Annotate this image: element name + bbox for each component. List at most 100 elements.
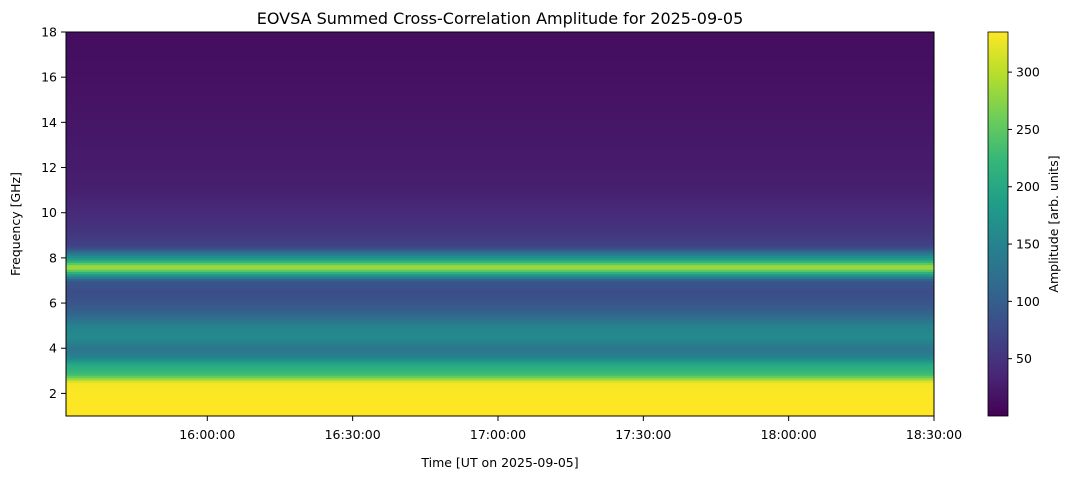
heatmap-band [66, 192, 934, 196]
y-axis: 2 4 6 8 10 12 14 16 18 [41, 25, 66, 401]
heatmap-band [66, 68, 934, 71]
heatmap-band [66, 343, 934, 347]
colorbar-tick-label: 50 [1016, 351, 1032, 366]
heatmap-band [66, 210, 934, 214]
heatmap-band [66, 169, 934, 173]
heatmap-band [66, 140, 934, 144]
heatmap-band [66, 117, 934, 121]
heatmap-band [66, 228, 934, 232]
heatmap-band [66, 151, 934, 155]
heatmap-band [66, 251, 934, 254]
heatmap-band [66, 368, 934, 372]
heatmap-band [66, 411, 934, 415]
heatmap-band [66, 373, 934, 376]
x-tick-label: 17:00:00 [470, 427, 526, 442]
heatmap-band [66, 120, 934, 123]
heatmap-layer [66, 32, 934, 416]
heatmap-band [66, 165, 934, 169]
heatmap-band [66, 149, 934, 153]
heatmap-band [66, 413, 934, 416]
heatmap-band [66, 74, 934, 78]
heatmap-band [66, 214, 934, 218]
y-tick-label: 10 [41, 205, 57, 220]
heatmap-band [66, 284, 934, 288]
x-tick-label: 17:30:00 [615, 427, 671, 442]
heatmap-band [66, 366, 934, 370]
heatmap-band [66, 129, 934, 132]
heatmap-band [66, 300, 934, 304]
heatmap-band [66, 275, 934, 279]
plot-frame [65, 31, 935, 417]
heatmap-band [66, 190, 934, 193]
heatmap-band [66, 327, 934, 331]
colorbar-tick-label: 300 [1016, 65, 1040, 80]
colorbar-ticks: 50 100 150 200 250 300 [1008, 65, 1040, 366]
heatmap-band [66, 257, 934, 261]
heatmap-band [66, 264, 934, 268]
heatmap-band [66, 194, 934, 198]
colorbar-label: Amplitude [arb. units] [1046, 155, 1061, 292]
heatmap-band [66, 131, 934, 135]
heatmap-band [66, 307, 934, 311]
heatmap-band [66, 330, 934, 334]
heatmap-band [66, 239, 934, 243]
heatmap-band [66, 63, 934, 67]
heatmap-band [66, 88, 934, 92]
heatmap-band [66, 79, 934, 83]
heatmap-band [66, 377, 934, 381]
heatmap-band [66, 90, 934, 94]
heatmap-band [66, 205, 934, 209]
heatmap-band [66, 244, 934, 248]
heatmap-band [66, 379, 934, 383]
heatmap-band [66, 230, 934, 234]
heatmap-band [66, 266, 934, 270]
heatmap-band [66, 334, 934, 338]
heatmap-band [66, 160, 934, 164]
heatmap-band [66, 147, 934, 151]
heatmap-band [66, 47, 934, 51]
heatmap-band [66, 282, 934, 286]
heatmap-band [66, 203, 934, 207]
heatmap-band [66, 316, 934, 320]
heatmap-band [66, 361, 934, 365]
heatmap-band [66, 352, 934, 356]
heatmap-band [66, 291, 934, 295]
heatmap-band [66, 219, 934, 223]
heatmap-band [66, 196, 934, 200]
heatmap-band [66, 303, 934, 306]
heatmap-band [66, 38, 934, 42]
heatmap-band [66, 45, 934, 49]
heatmap-band [66, 395, 934, 399]
heatmap-band [66, 341, 934, 345]
heatmap-band [66, 176, 934, 180]
heatmap-band [66, 99, 934, 103]
heatmap-band [66, 375, 934, 379]
heatmap-band [66, 224, 934, 227]
heatmap-band [66, 246, 934, 250]
heatmap-band [66, 406, 934, 410]
heatmap-band [66, 126, 934, 130]
heatmap-band [66, 41, 934, 44]
heatmap-band [66, 332, 934, 336]
heatmap-band [66, 115, 934, 119]
heatmap-band [66, 314, 934, 318]
heatmap-band [66, 50, 934, 53]
heatmap-band [66, 312, 934, 315]
heatmap-band [66, 382, 934, 385]
x-axis: 16:00:00 16:30:00 17:00:00 17:30:00 18:00:00… [179, 416, 962, 442]
heatmap-band [66, 237, 934, 241]
heatmap-band [66, 233, 934, 236]
heatmap-band [66, 111, 934, 114]
heatmap-band [66, 54, 934, 58]
heatmap-band [66, 305, 934, 309]
heatmap-band [66, 271, 934, 275]
heatmap-band [66, 102, 934, 105]
heatmap-band [66, 404, 934, 408]
heatmap-band [66, 181, 934, 184]
heatmap-band [66, 262, 934, 266]
y-tick-label: 18 [41, 25, 57, 40]
heatmap-band [66, 133, 934, 137]
heatmap-band [66, 336, 934, 340]
x-tick-label: 16:00:00 [179, 427, 235, 442]
